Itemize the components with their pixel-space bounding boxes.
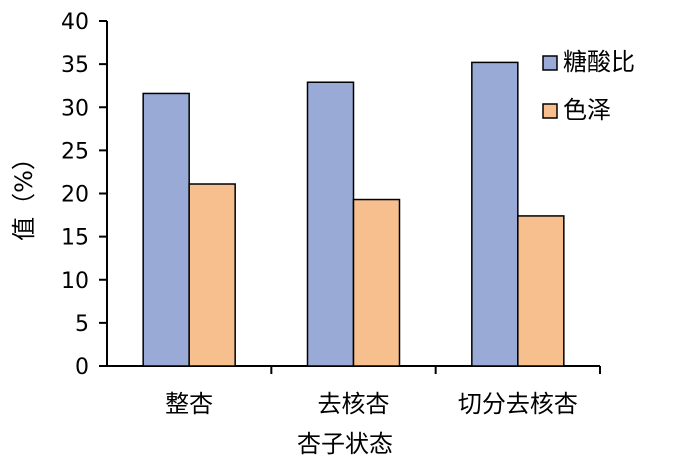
x-axis-title: 杏子状态 xyxy=(297,430,393,458)
legend-label: 糖酸比 xyxy=(563,48,635,76)
y-tick-label: 5 xyxy=(75,312,89,337)
y-tick-label: 25 xyxy=(61,139,89,164)
y-tick-label: 40 xyxy=(61,10,89,35)
chart-bars xyxy=(142,61,565,367)
y-tick-label: 0 xyxy=(75,355,89,380)
bar-color-0 xyxy=(188,183,236,367)
x-category-label: 去核杏 xyxy=(318,390,390,418)
bar-color-1 xyxy=(352,198,401,367)
bar-color-2 xyxy=(517,215,565,367)
x-category-label: 整杏 xyxy=(165,390,213,418)
y-tick-label: 20 xyxy=(61,183,89,208)
legend-swatch xyxy=(542,55,558,71)
x-category-labels: 整杏 去核杏 切分去核杏 xyxy=(165,390,578,418)
bar-sugar-acid-ratio-0 xyxy=(142,92,190,367)
y-tick-label: 10 xyxy=(61,269,89,294)
legend-label: 色泽 xyxy=(563,96,611,124)
legend-swatch xyxy=(542,103,558,119)
bar-sugar-acid-ratio-1 xyxy=(306,81,355,367)
y-tick-labels: 0 5 10 15 20 25 30 35 40 xyxy=(61,10,89,380)
y-tick-label: 30 xyxy=(61,96,89,121)
y-tick-label: 15 xyxy=(61,226,89,251)
y-axis-title: 值（%） xyxy=(10,146,38,241)
y-tick-label: 35 xyxy=(61,53,89,78)
bar-sugar-acid-ratio-2 xyxy=(471,61,519,367)
x-category-label: 切分去核杏 xyxy=(458,390,578,418)
